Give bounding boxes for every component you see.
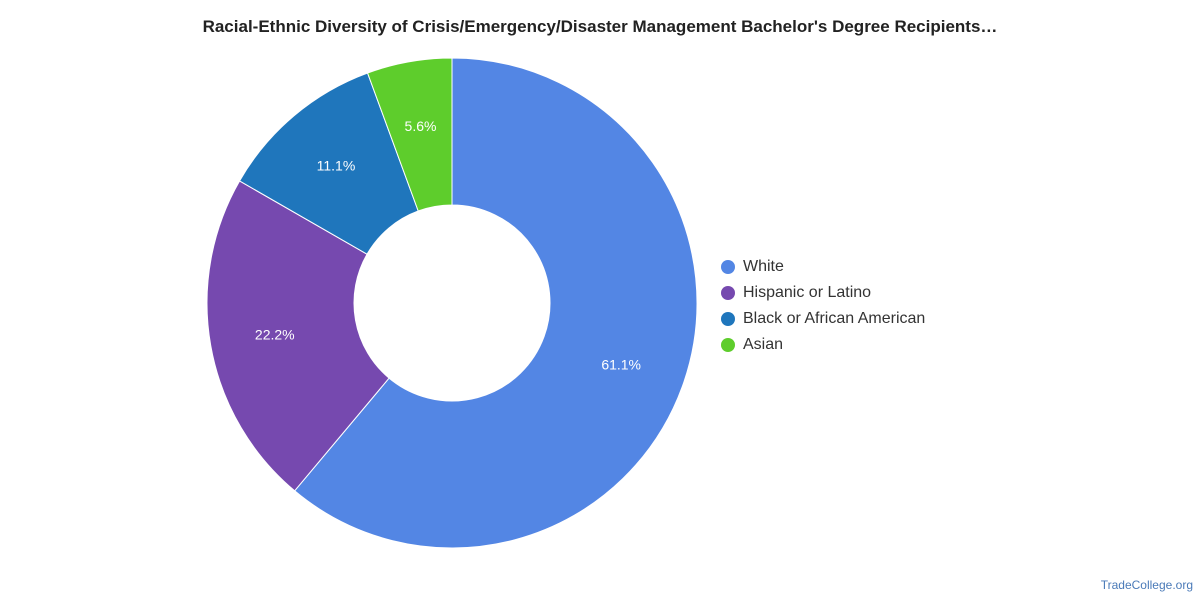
slice-labels: 61.1% 22.2% 11.1% 5.6%	[255, 118, 641, 373]
slice-label-hispanic-or-latino: 22.2%	[255, 327, 295, 343]
legend-label-hispanic-or-latino: Hispanic or Latino	[743, 284, 872, 301]
legend-label-asian: Asian	[743, 336, 784, 353]
legend-swatch-asian	[721, 338, 735, 352]
legend-item-hispanic-or-latino[interactable]: Hispanic or Latino	[721, 280, 925, 306]
legend-label-white: White	[743, 258, 784, 275]
legend-item-asian[interactable]: Asian	[721, 332, 925, 358]
legend-swatch-white	[721, 260, 735, 274]
slice-black-or-african-american[interactable]	[238, 72, 419, 255]
legend-swatch-hispanic-or-latino	[721, 286, 735, 300]
slice-white[interactable]	[293, 57, 698, 549]
chart-title: Racial-Ethnic Diversity of Crisis/Emerge…	[202, 17, 998, 36]
slice-label-asian: 5.6%	[405, 118, 437, 134]
source-link[interactable]: TradeCollege.org	[1100, 578, 1193, 592]
legend-swatch-black-or-african-american	[721, 312, 735, 326]
slice-label-black-or-african-american: 11.1%	[317, 157, 356, 173]
slice-label-white: 61.1%	[601, 357, 641, 373]
slice-asian[interactable]	[366, 57, 453, 212]
legend-label-black-or-african-american: Black or African American	[743, 310, 926, 327]
legend-item-black-or-african-american[interactable]: Black or African American	[721, 306, 925, 332]
legend-item-white[interactable]: White	[721, 254, 925, 280]
slice-hispanic-or-latino[interactable]	[206, 180, 390, 492]
donut-slices	[206, 57, 698, 549]
chart-legend: White Hispanic or Latino Black or Africa…	[721, 254, 925, 358]
